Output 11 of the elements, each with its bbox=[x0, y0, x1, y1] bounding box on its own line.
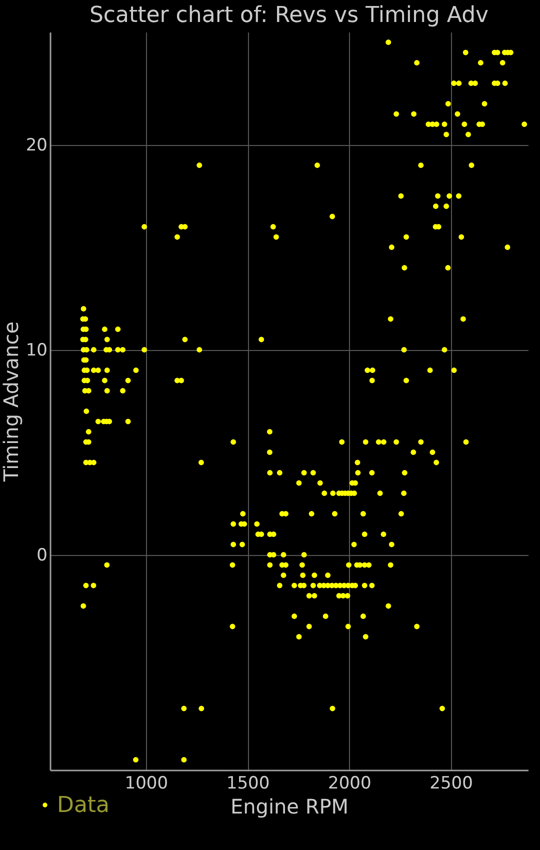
chart-title: Scatter chart of: Revs vs Timing Adv bbox=[89, 3, 489, 28]
x-tick-label: 1000 bbox=[124, 774, 168, 794]
y-tick-label: 20 bbox=[26, 135, 48, 156]
y-axis-title: Timing Advance bbox=[0, 321, 23, 483]
y-tick-label: 10 bbox=[26, 340, 48, 360]
x-tick-label: 1500 bbox=[226, 774, 270, 794]
y-tick-label: 0 bbox=[36, 545, 48, 566]
x-tick-label: 2000 bbox=[328, 774, 372, 794]
legend-label: Data bbox=[57, 793, 110, 818]
x-tick-label: 2500 bbox=[430, 774, 473, 794]
x-axis-title: Engine RPM bbox=[230, 794, 349, 818]
